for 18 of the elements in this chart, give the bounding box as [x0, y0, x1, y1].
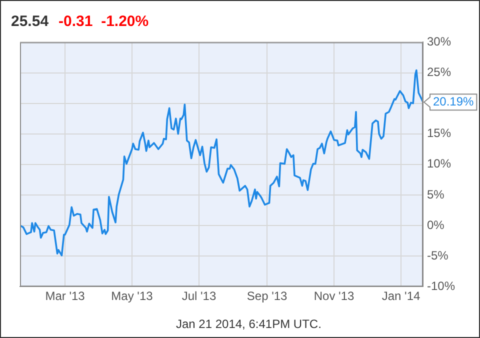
x-tick-label: Sep '13 [246, 289, 288, 304]
x-tick-label: Jul '13 [182, 289, 216, 304]
annotation: 20.19% [432, 94, 474, 108]
x-tick-label: May '13 [111, 289, 154, 304]
y-tick-label: 5% [426, 187, 445, 202]
chart-subtitle: -0.31 -1.20% [58, 13, 149, 30]
x-tick-label: Jan '14 [382, 289, 421, 304]
y-tick-label: 0% [426, 218, 445, 232]
x-tick-label: Mar '13 [45, 289, 86, 304]
chart-title: 25.54 [11, 13, 49, 30]
text: Jan 21 2014, 6:41PM UTC. [176, 317, 322, 331]
y-tick-label: 25% [426, 65, 452, 80]
y-tick-label: -10% [426, 278, 456, 293]
y-tick-label: 30% [426, 34, 452, 49]
y-tick-label: 15% [426, 126, 452, 140]
y-tick-label: -5% [426, 248, 449, 262]
y-tick-label: 10% [426, 156, 452, 171]
x-tick-label: Nov '13 [314, 289, 355, 304]
